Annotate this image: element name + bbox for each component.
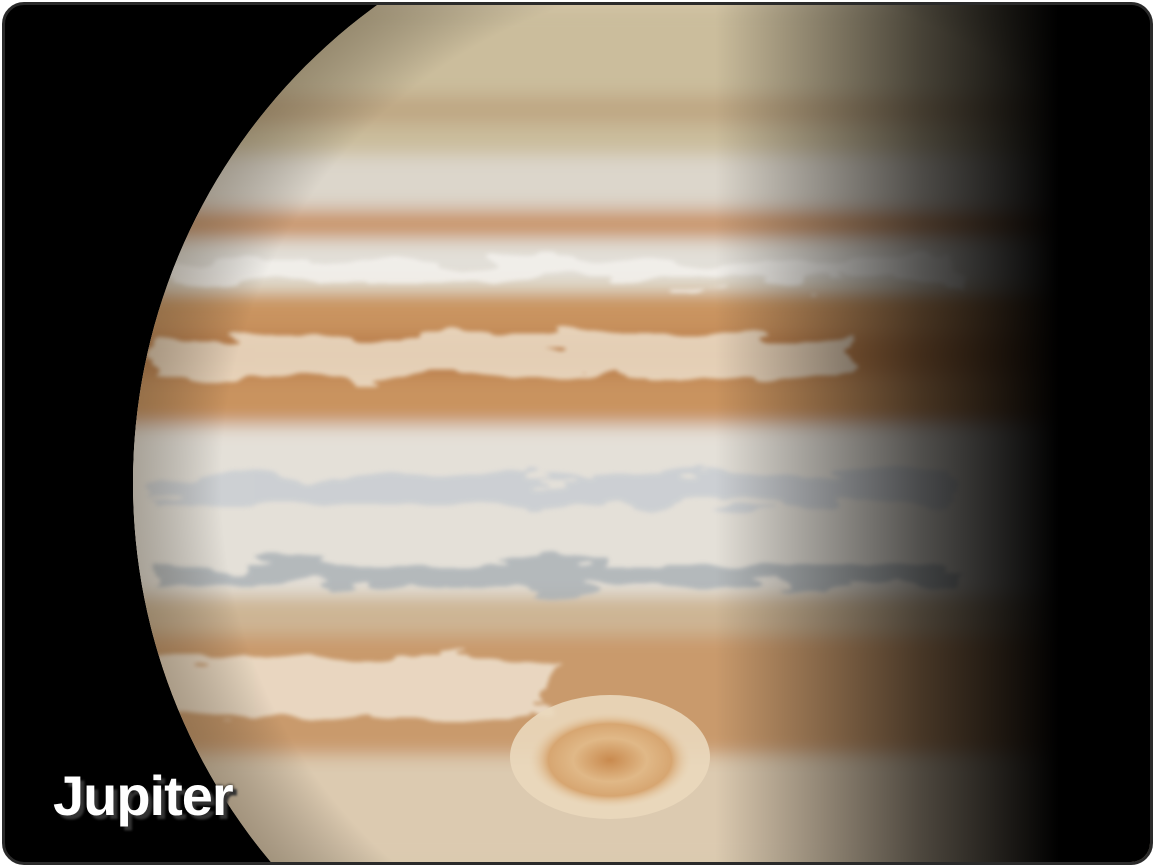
caption: Jupiter <box>53 764 234 827</box>
terminator-shadow <box>5 5 1150 862</box>
planet-image <box>5 5 1150 862</box>
